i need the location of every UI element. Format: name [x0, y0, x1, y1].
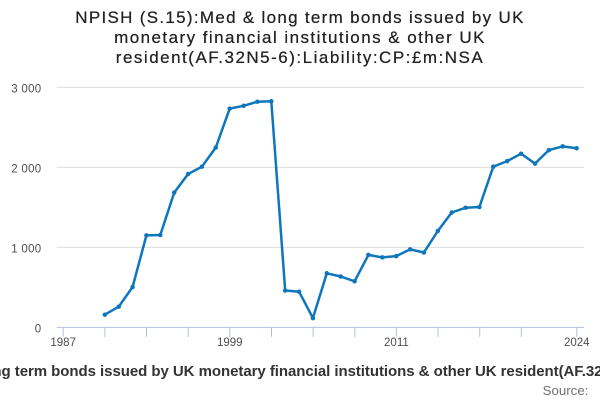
- svg-text:0: 0: [35, 324, 42, 336]
- svg-text:2 000: 2 000: [11, 164, 41, 176]
- svg-text:1999: 1999: [217, 337, 243, 349]
- svg-text:2011: 2011: [384, 337, 409, 349]
- svg-text:2024: 2024: [564, 337, 590, 349]
- svg-text:3 000: 3 000: [11, 84, 41, 96]
- svg-text:1987: 1987: [50, 337, 76, 349]
- svg-text:1 000: 1 000: [11, 244, 41, 256]
